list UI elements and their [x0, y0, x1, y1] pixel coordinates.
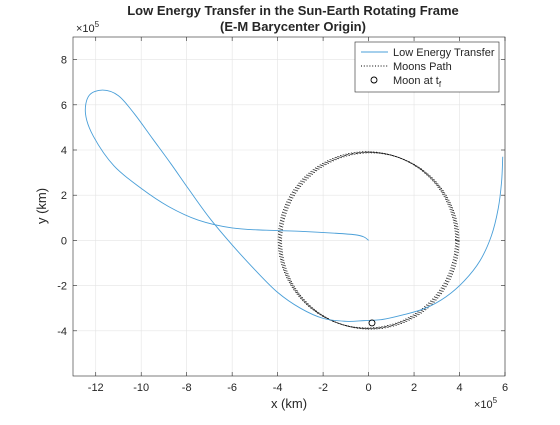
x-tick-label: -4	[273, 382, 283, 394]
x-tick-label: -2	[318, 382, 328, 394]
x-tick-label: 4	[456, 382, 462, 394]
moon-path-strand	[277, 151, 456, 329]
chart-title-line1: Low Energy Transfer in the Sun-Earth Rot…	[127, 3, 459, 18]
legend-moon-marker-swatch	[370, 76, 378, 84]
x-tick-label: -12	[88, 382, 104, 394]
legend-moon-marker-label: Moon at tf	[393, 75, 442, 89]
moon-path-strand	[280, 152, 459, 330]
x-tick-label: -10	[133, 382, 149, 394]
legend: Low Energy Transfer Moons Path Moon at t…	[354, 41, 500, 93]
y-tick-label: 0	[61, 235, 67, 247]
x-axis-exponent: ×105	[474, 396, 498, 411]
y-tick-label: -4	[57, 326, 67, 338]
x-axis-label: x (km)	[271, 396, 307, 411]
legend-transfer-label: Low Energy Transfer	[393, 47, 495, 59]
y-tick-label: 8	[61, 55, 67, 67]
axes-box	[72, 36, 506, 377]
x-tick-label: 0	[366, 382, 372, 394]
moon-path-strand	[278, 151, 458, 329]
y-axis-ticks: -4 -2 0 2 4 6 8	[57, 55, 505, 338]
y-axis-exponent: ×105	[76, 20, 100, 35]
x-tick-label: -8	[182, 382, 192, 394]
y-tick-label: 6	[61, 100, 67, 112]
legend-moon-path-label: Moons Path	[393, 61, 452, 73]
moon-at-tf-marker	[368, 319, 376, 327]
chart-title-line2: (E-M Barycenter Origin)	[220, 19, 366, 34]
y-tick-label: 2	[61, 190, 67, 202]
moon-path-series	[277, 151, 460, 330]
plot-area	[84, 89, 504, 330]
legend-box	[354, 41, 500, 93]
moon-path-strand	[281, 152, 460, 330]
x-tick-label: 6	[502, 382, 508, 394]
x-axis-ticks: -12 -10 -8 -6 -4 -2 0 2 4 6	[88, 37, 508, 394]
low-energy-transfer-line	[84, 89, 504, 322]
x-tick-label: -6	[227, 382, 237, 394]
y-tick-label: 4	[61, 145, 67, 157]
x-tick-label: 2	[411, 382, 417, 394]
axes-background	[73, 37, 505, 376]
y-axis-label: y (km)	[34, 188, 49, 224]
y-tick-label: -2	[57, 281, 67, 293]
